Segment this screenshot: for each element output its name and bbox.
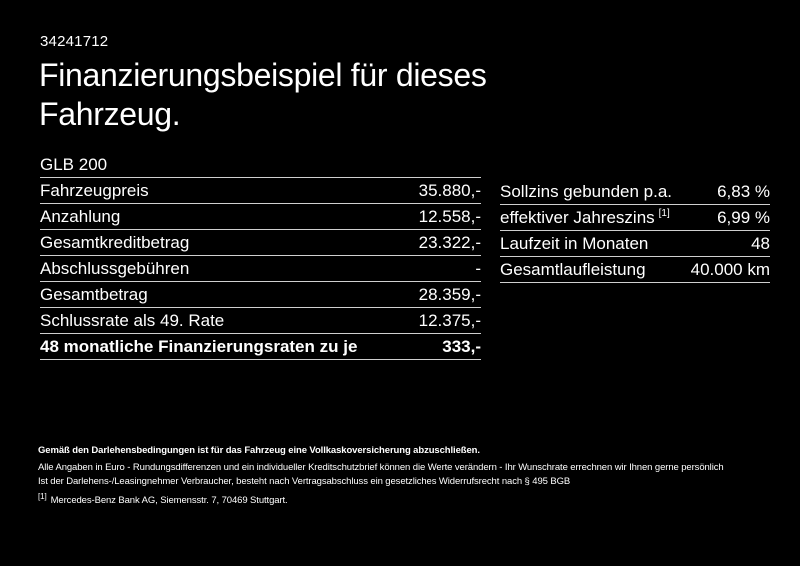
table-row-schlussrate: Schlussrate als 49. Rate 12.375,- bbox=[40, 308, 481, 334]
table-row-fahrzeugpreis: Fahrzeugpreis 35.880,- bbox=[40, 178, 481, 204]
row-value: - bbox=[475, 259, 481, 278]
table-row-effektiver-jahreszins: effektiver Jahreszins [1] 6,99 % bbox=[500, 205, 770, 231]
row-label: Gesamtbetrag bbox=[40, 285, 148, 304]
row-value: 6,99 % bbox=[717, 208, 770, 227]
disclaimer-line1: Alle Angaben in Euro - Rundungsdifferenz… bbox=[38, 462, 724, 473]
row-label: Sollzins gebunden p.a. bbox=[500, 182, 673, 201]
footnote: [1] Mercedes-Benz Bank AG, Siemensstr. 7,… bbox=[38, 491, 770, 507]
row-label: Fahrzeugpreis bbox=[40, 181, 149, 200]
footnote-text: Mercedes-Benz Bank AG, Siemensstr. 7, 70… bbox=[50, 495, 288, 506]
page-title-line2: Fahrzeug. bbox=[39, 96, 181, 132]
row-label: effektiver Jahreszins [1] bbox=[500, 205, 670, 230]
table-row-laufzeit: Laufzeit in Monaten 48 bbox=[500, 231, 770, 257]
row-value: 333,- bbox=[442, 337, 481, 356]
row-label: Laufzeit in Monaten bbox=[500, 234, 649, 253]
row-value: 48 bbox=[751, 234, 770, 253]
row-label: Abschlussgebühren bbox=[40, 259, 190, 278]
footnote-ref: [1] bbox=[658, 208, 670, 220]
doc-number: 34241712 bbox=[40, 33, 109, 50]
row-label: Schlussrate als 49. Rate bbox=[40, 311, 225, 330]
table-row-gesamtkreditbetrag: Gesamtkreditbetrag 23.322,- bbox=[40, 230, 481, 256]
row-label: Gesamtlaufleistung bbox=[500, 260, 646, 279]
financing-tables: GLB 200 Fahrzeugpreis 35.880,- Anzahlung… bbox=[40, 152, 770, 360]
disclaimer-line2: Ist der Darlehens-/Leasingnehmer Verbrau… bbox=[38, 475, 571, 487]
row-value: 12.558,- bbox=[418, 207, 481, 226]
row-label: 48 monatliche Finanzierungsraten zu je bbox=[40, 337, 358, 356]
table-row-abschlussgebuehren: Abschlussgebühren - bbox=[40, 256, 481, 282]
row-value: 6,83 % bbox=[717, 182, 770, 201]
row-label: Gesamtkreditbetrag bbox=[40, 233, 190, 252]
table-row-sollzins: Sollzins gebunden p.a. 6,83 % bbox=[500, 179, 770, 205]
terms-table: Sollzins gebunden p.a. 6,83 % effektiver… bbox=[500, 179, 770, 283]
row-value: 35.880,- bbox=[418, 181, 481, 200]
row-label: Anzahlung bbox=[40, 207, 121, 226]
row-value: 12.375,- bbox=[418, 311, 481, 330]
vehicle-model: GLB 200 bbox=[40, 152, 481, 178]
legal-footer: Gemäß den Darlehensbedingungen ist für d… bbox=[38, 444, 770, 507]
row-value: 23.322,- bbox=[418, 233, 481, 252]
table-row-gesamtbetrag: Gesamtbetrag 28.359,- bbox=[40, 282, 481, 308]
footnote-marker: [1] bbox=[38, 491, 47, 501]
table-row-anzahlung: Anzahlung 12.558,- bbox=[40, 204, 481, 230]
row-value: 28.359,- bbox=[418, 285, 481, 304]
page-title-line1: Finanzierungsbeispiel für dieses bbox=[39, 57, 487, 93]
row-label-text: effektiver Jahreszins bbox=[500, 208, 655, 227]
page-title: Finanzierungsbeispiel für dieses Fahrzeu… bbox=[39, 56, 487, 134]
table-row-monatsrate: 48 monatliche Finanzierungsraten zu je 3… bbox=[40, 334, 481, 360]
row-value: 40.000 km bbox=[690, 260, 770, 279]
cost-table: GLB 200 Fahrzeugpreis 35.880,- Anzahlung… bbox=[40, 152, 481, 360]
table-row-gesamtlaufleistung: Gesamtlaufleistung 40.000 km bbox=[500, 257, 770, 283]
insurance-note: Gemäß den Darlehensbedingungen ist für d… bbox=[38, 445, 480, 456]
